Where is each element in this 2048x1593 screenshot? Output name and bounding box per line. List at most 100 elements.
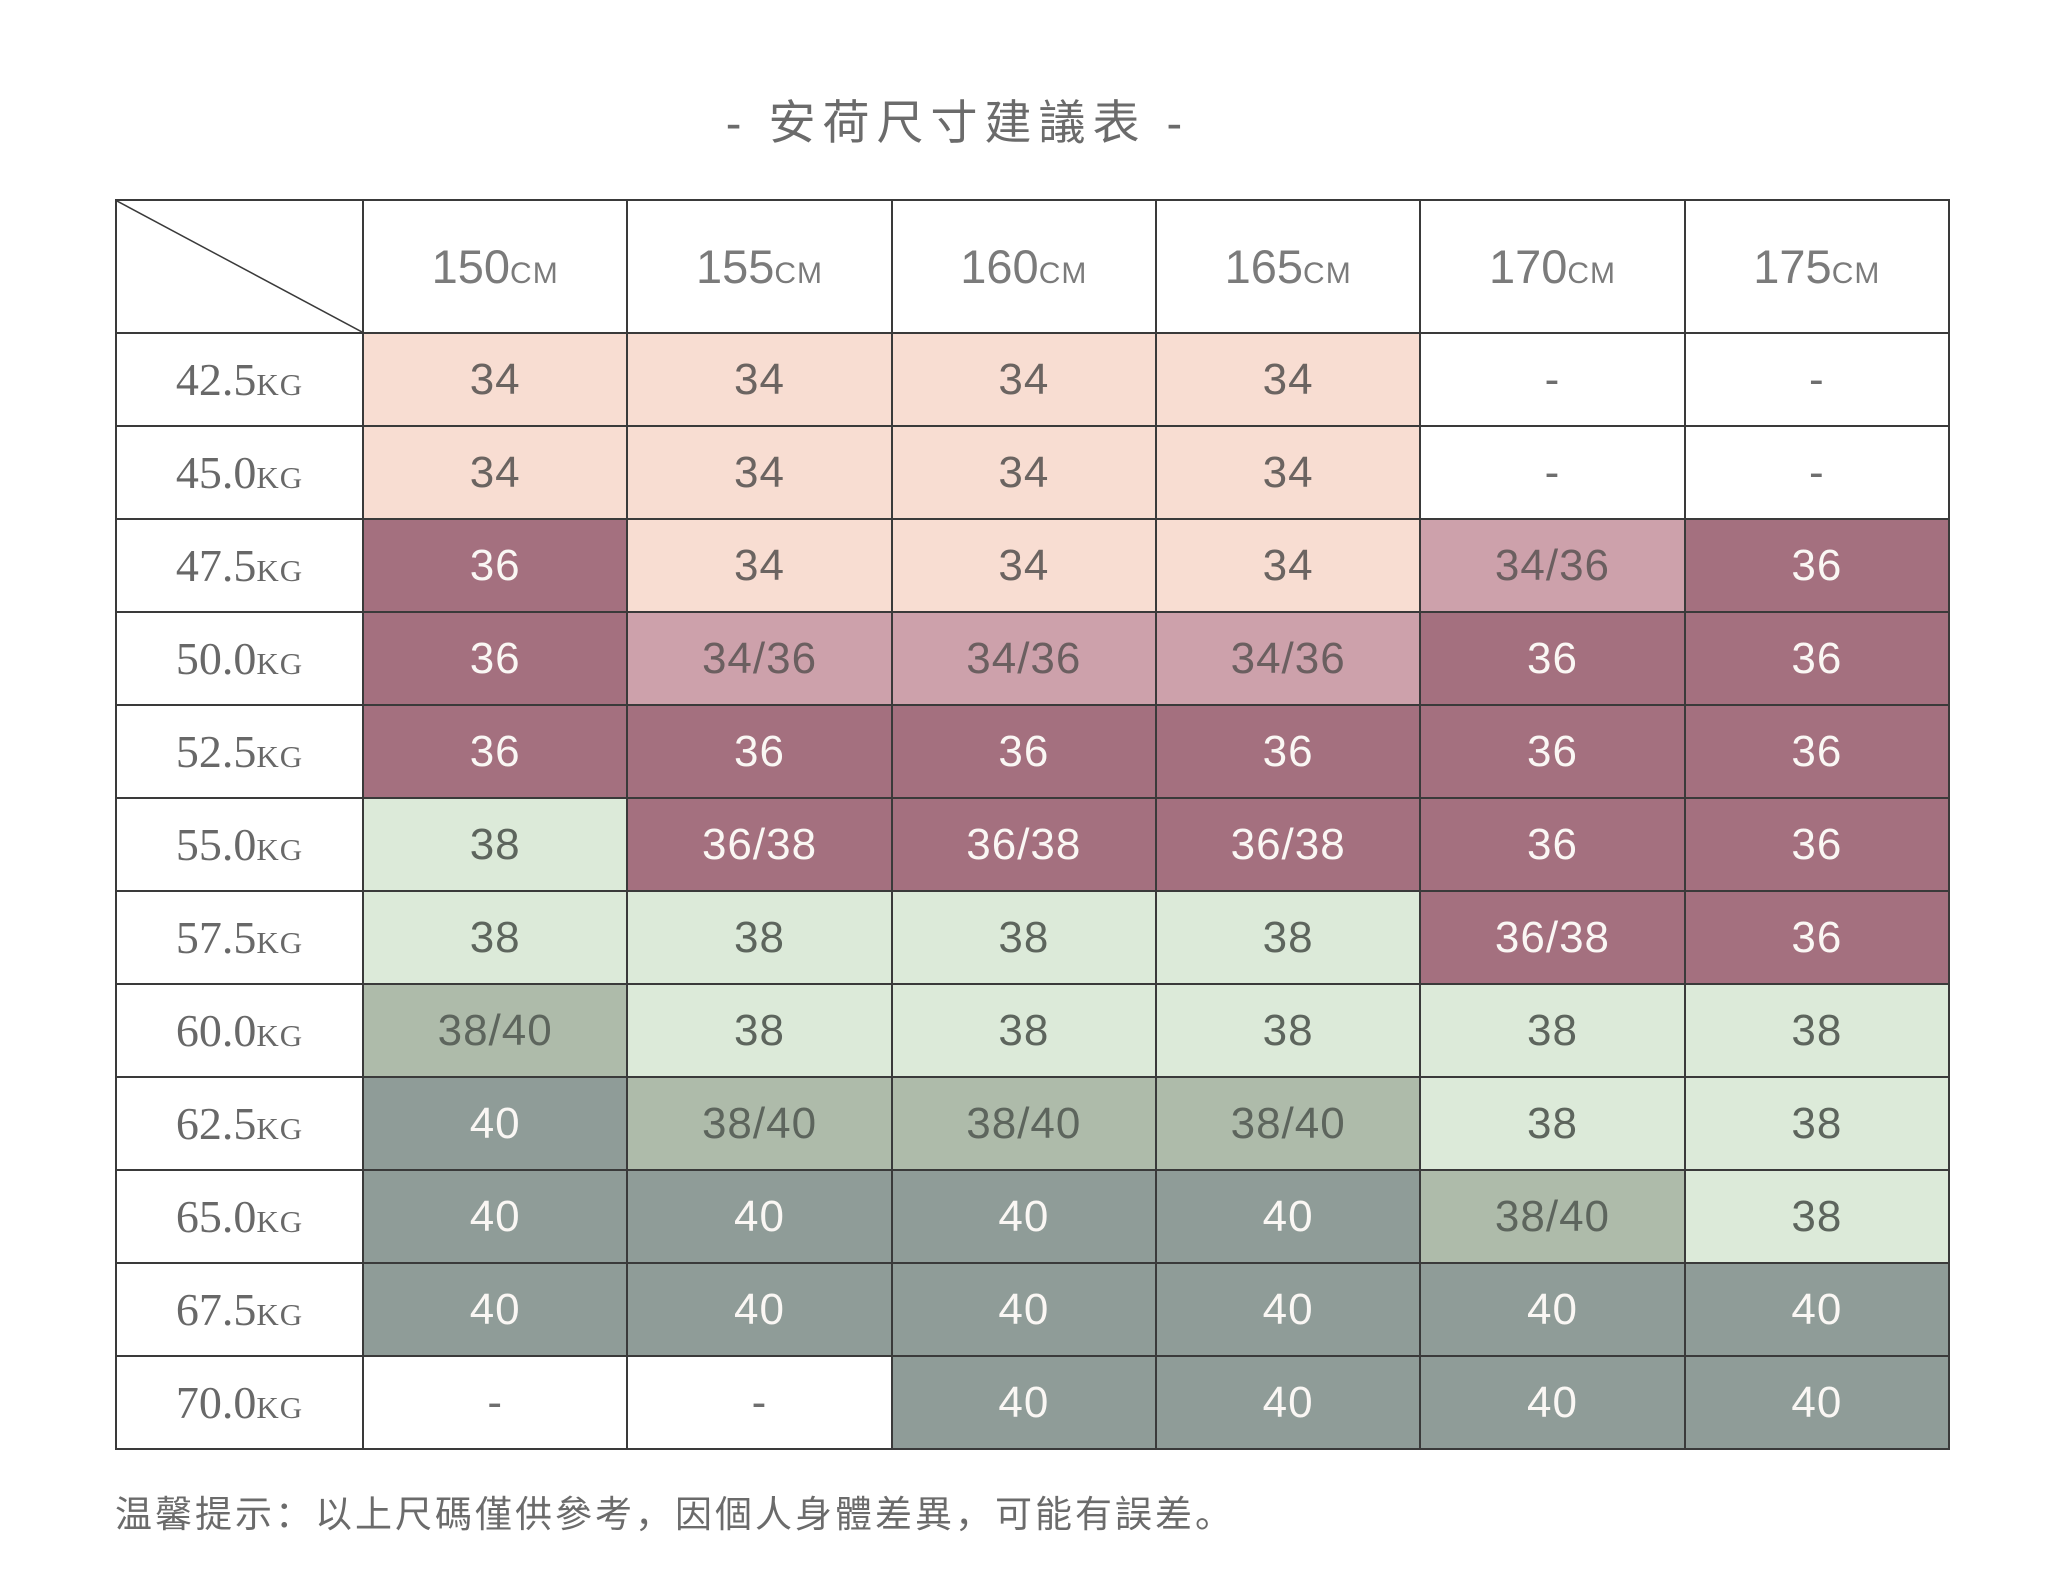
size-cell: 38/40 xyxy=(890,1076,1157,1171)
size-cell: 36/38 xyxy=(890,797,1157,892)
size-cell: 40 xyxy=(890,1169,1157,1264)
size-cell: 40 xyxy=(626,1262,893,1357)
size-cell: 34/36 xyxy=(626,611,893,706)
size-cell: - xyxy=(1419,425,1686,520)
value-text: 60.0 xyxy=(175,1005,257,1056)
size-cell: 40 xyxy=(1154,1169,1422,1264)
size-cell: 36 xyxy=(1683,797,1951,892)
row-header-62.5kg: 62.5KG xyxy=(115,1076,364,1171)
table-row: 60.0KG 38/40 38 38 38 38 38 xyxy=(115,983,1951,1078)
value-text: 170 xyxy=(1488,240,1568,293)
unit-text: CM xyxy=(510,257,559,290)
value-text: 155 xyxy=(695,240,775,293)
size-cell: 36/38 xyxy=(1154,797,1422,892)
size-cell: 34 xyxy=(361,332,629,427)
size-cell: 36 xyxy=(1419,704,1686,799)
size-cell: 40 xyxy=(1683,1262,1951,1357)
size-cell: 38 xyxy=(1419,1076,1686,1171)
value-text: 70.0 xyxy=(175,1377,257,1428)
unit-text: KG xyxy=(256,832,304,867)
unit-text: KG xyxy=(256,1111,304,1146)
unit-text: KG xyxy=(256,739,304,774)
size-table: 150CM 155CM 160CM 165CM 170CM 175CM 42.5KG 34 3… xyxy=(115,199,1951,1450)
size-cell: 34 xyxy=(890,425,1157,520)
size-cell: 40 xyxy=(890,1262,1157,1357)
size-cell: 38 xyxy=(890,983,1157,1078)
row-header-70.0kg: 70.0KG xyxy=(115,1355,364,1450)
unit-text: CM xyxy=(774,257,824,290)
value-text: 150 xyxy=(431,240,511,293)
size-cell: 38 xyxy=(626,983,893,1078)
size-cell: 40 xyxy=(1683,1355,1951,1450)
value-text: 67.5 xyxy=(175,1284,257,1335)
table-row: 42.5KG 34 34 34 34- - xyxy=(115,332,1951,427)
size-cell: 34 xyxy=(626,332,893,427)
corner-cell xyxy=(115,199,364,334)
value-text: 55.0 xyxy=(175,819,257,870)
size-cell: 36 xyxy=(626,704,893,799)
size-cell: 36 xyxy=(1683,518,1951,613)
size-cell: 38 xyxy=(626,890,893,985)
value-text: 42.5 xyxy=(175,354,257,405)
size-cell: 34/36 xyxy=(1419,518,1686,613)
size-cell: 38 xyxy=(1419,983,1686,1078)
unit-text: KG xyxy=(256,460,304,495)
size-cell: 34 xyxy=(1154,518,1422,613)
table-row: 65.0KG 40 40 40 40 38/40 38 xyxy=(115,1169,1951,1264)
size-cell: 36 xyxy=(1683,890,1951,985)
size-cell: 40 xyxy=(361,1169,629,1264)
size-cell: 36 xyxy=(361,518,629,613)
row-header-60.0kg: 60.0KG xyxy=(115,983,364,1078)
size-cell: 40 xyxy=(626,1169,893,1264)
row-header-50.0kg: 50.0KG xyxy=(115,611,364,706)
table-row: 57.5KG 38 38 38 38 36/38 36 xyxy=(115,890,1951,985)
unit-text: CM xyxy=(1567,257,1617,290)
size-cell: 40 xyxy=(1419,1355,1686,1450)
value-text: 160 xyxy=(960,240,1039,293)
value-text: 45.0 xyxy=(175,447,257,498)
size-cell: 38 xyxy=(1683,1169,1951,1264)
diagonal-line xyxy=(117,201,362,332)
size-cell: 36 xyxy=(361,611,629,706)
table-row: 52.5KG 36 36 36 36 36 36 xyxy=(115,704,1951,799)
unit-text: KG xyxy=(256,1018,304,1053)
size-cell: 34 xyxy=(626,425,893,520)
value-text: 65.0 xyxy=(175,1191,257,1242)
row-header-65.0kg: 65.0KG xyxy=(115,1169,364,1264)
row-header-55.0kg: 55.0KG xyxy=(115,797,364,892)
size-cell: 34 xyxy=(626,518,893,613)
table-row: 62.5KG 40 38/40 38/40 38/40 38 38 xyxy=(115,1076,1951,1171)
value-text: 57.5 xyxy=(175,912,257,963)
unit-text: KG xyxy=(256,925,304,960)
row-header-57.5kg: 57.5KG xyxy=(115,890,364,985)
size-cell: 36 xyxy=(1154,704,1422,799)
unit-text: CM xyxy=(1038,257,1088,290)
size-cell: 40 xyxy=(1154,1262,1422,1357)
unit-text: KG xyxy=(256,1204,304,1239)
size-cell: 38 xyxy=(1683,1076,1951,1171)
size-cell: 40 xyxy=(890,1355,1157,1450)
unit-text: KG xyxy=(256,1297,304,1332)
size-cell: 38/40 xyxy=(1154,1076,1422,1171)
size-cell: 34 xyxy=(890,518,1157,613)
col-header-165cm: 165CM xyxy=(1154,199,1422,334)
size-cell: 36 xyxy=(1419,797,1686,892)
size-cell: - xyxy=(1683,425,1951,520)
table-row: 70.0KG - -40 40 40 40 xyxy=(115,1355,1951,1450)
size-cell: 34/36 xyxy=(1154,611,1422,706)
size-cell: 34/36 xyxy=(890,611,1157,706)
size-cell: 40 xyxy=(361,1076,629,1171)
value-text: 50.0 xyxy=(175,633,257,684)
table-body: 42.5KG 34 34 34 34- -45.0KG 34 34 34 34- -47.5KG 36… xyxy=(115,332,1951,1450)
size-cell: 36/38 xyxy=(626,797,893,892)
unit-text: KG xyxy=(256,367,304,402)
size-cell: 38 xyxy=(1154,890,1422,985)
table-row: 50.0KG 36 34/36 34/36 34/36 36 36 xyxy=(115,611,1951,706)
size-cell: 34 xyxy=(1154,425,1422,520)
size-cell: 36 xyxy=(1683,704,1951,799)
unit-text: KG xyxy=(256,646,304,681)
size-cell: 40 xyxy=(1419,1262,1686,1357)
col-header-155cm: 155CM xyxy=(626,199,893,334)
size-cell: 36 xyxy=(890,704,1157,799)
size-cell: - xyxy=(626,1355,893,1450)
